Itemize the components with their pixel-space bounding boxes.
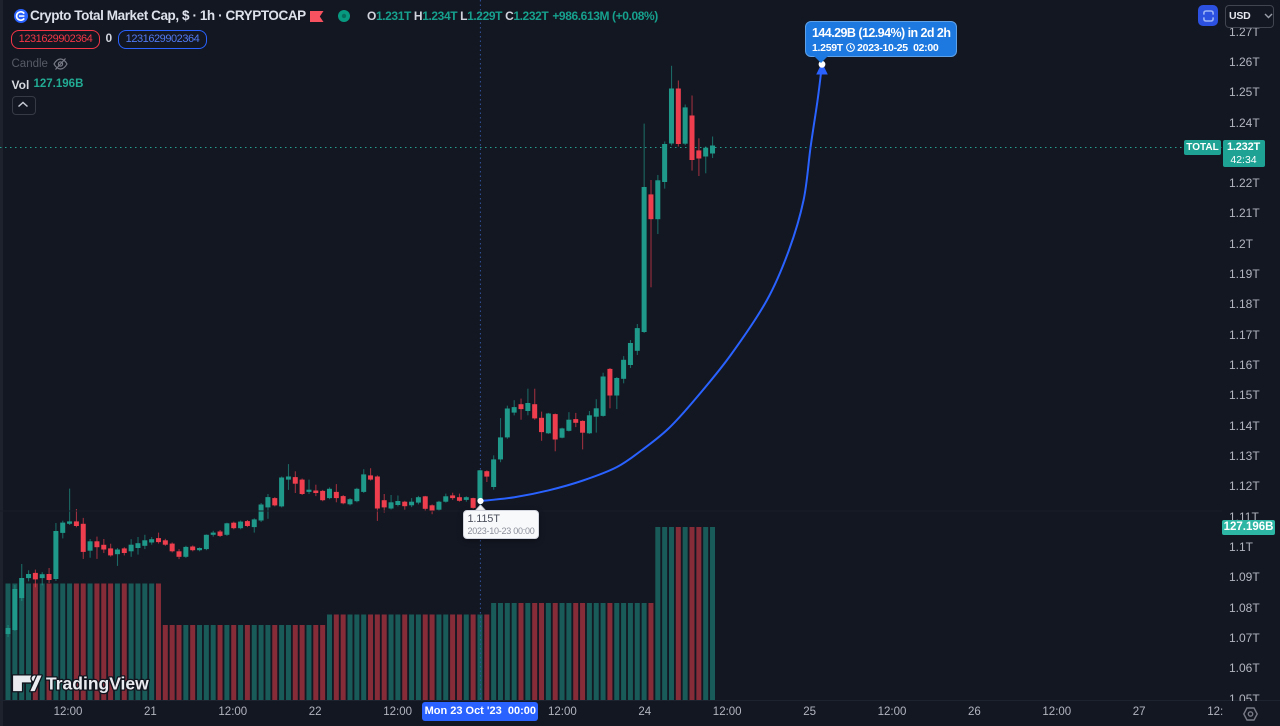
svg-text:TradingView: TradingView xyxy=(46,674,149,694)
